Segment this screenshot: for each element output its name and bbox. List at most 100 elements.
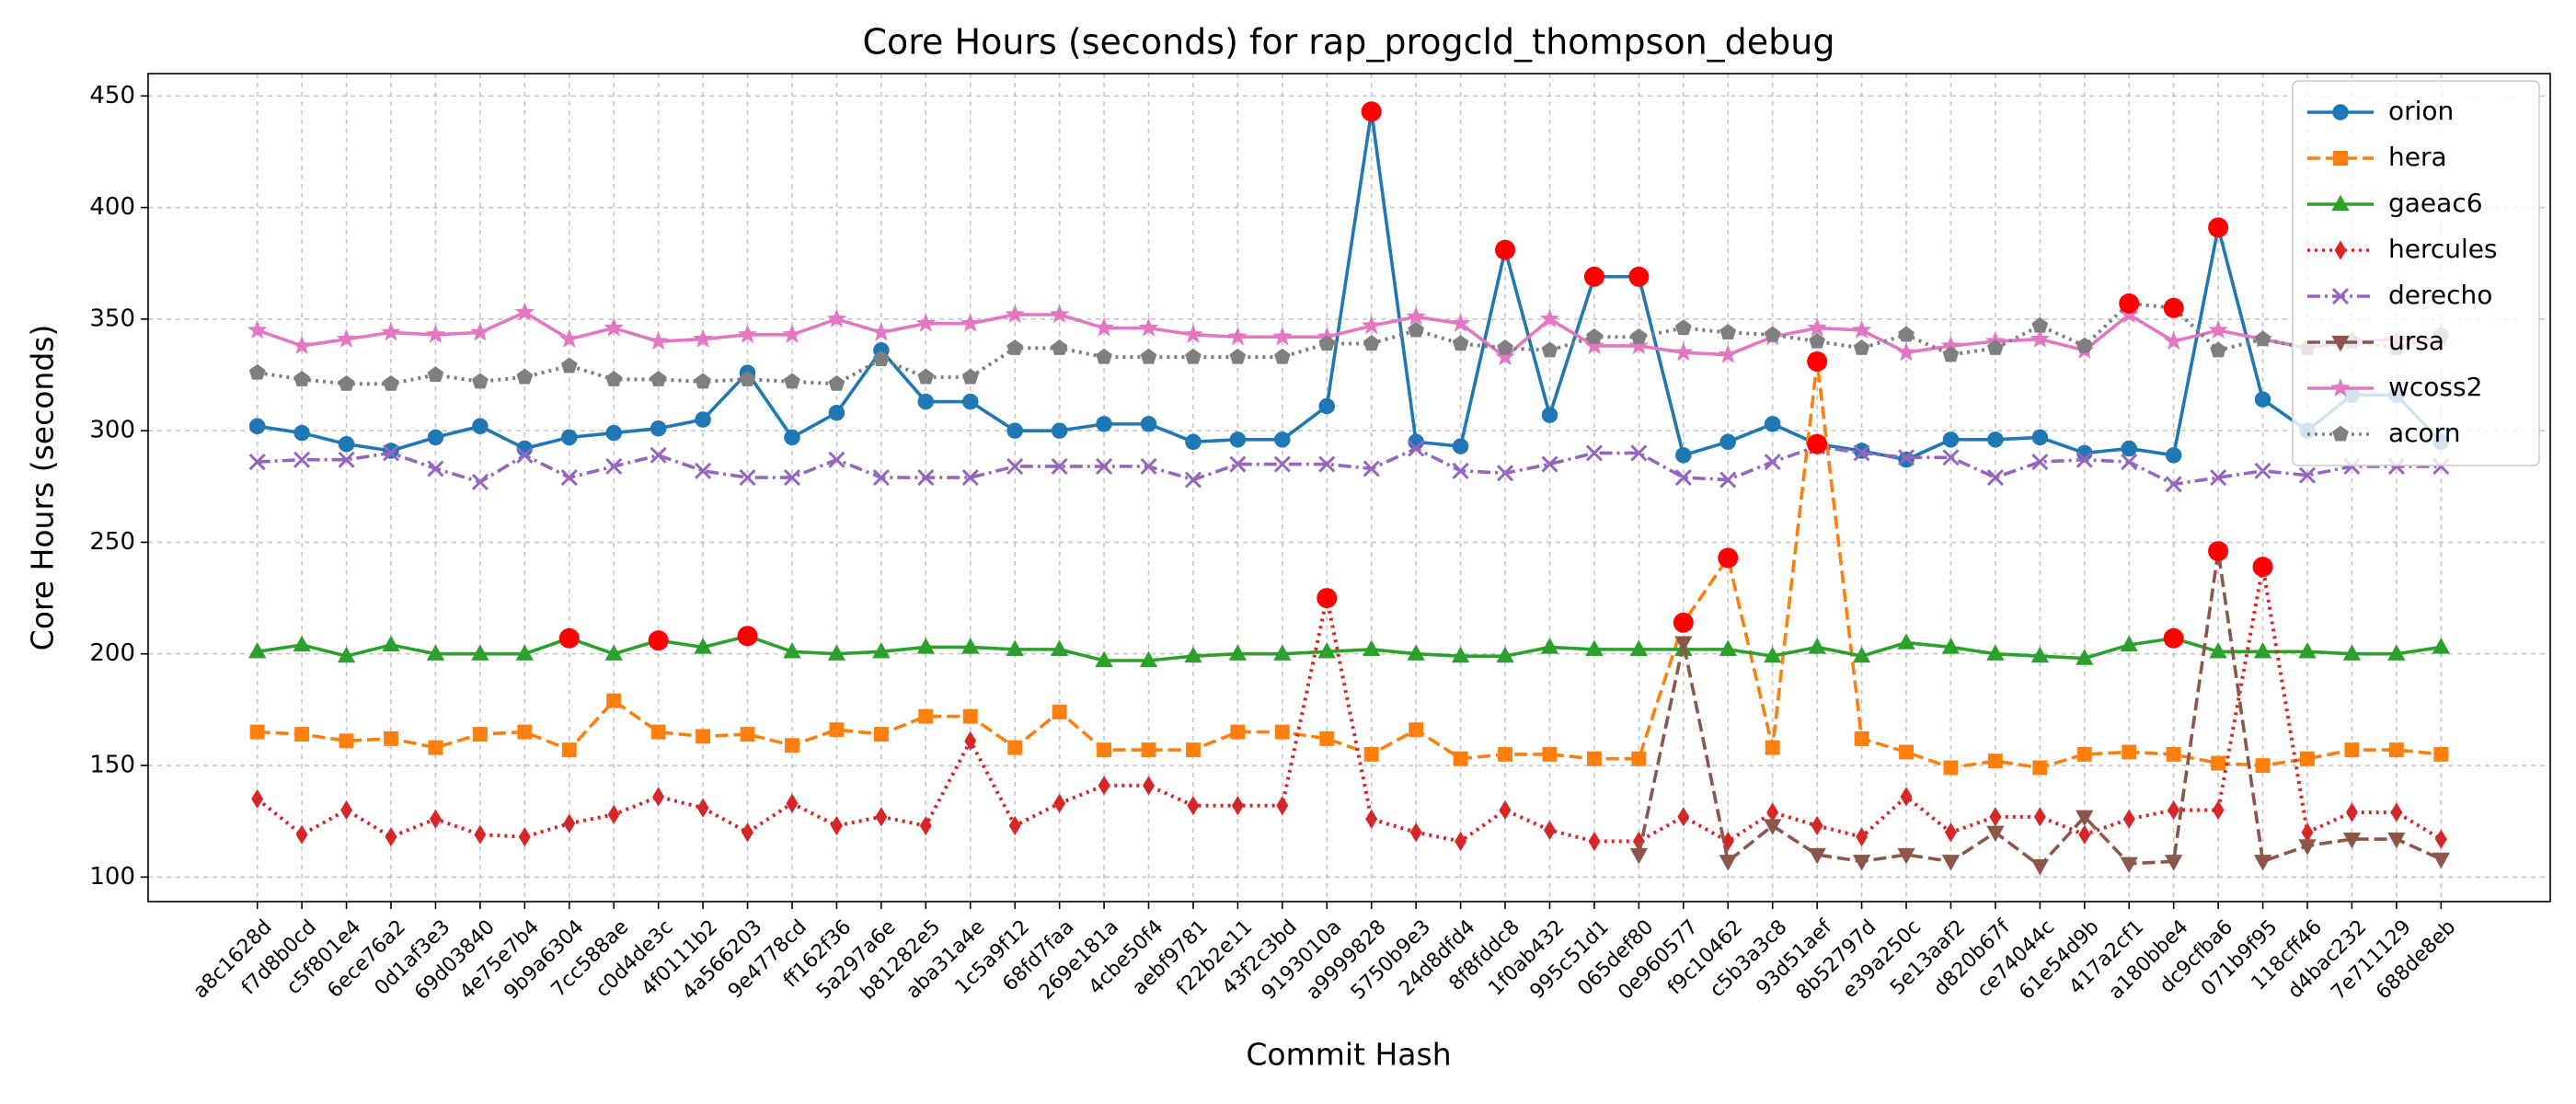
highlight-point [648, 630, 669, 651]
marker [1406, 306, 1426, 326]
marker [427, 460, 444, 477]
marker [1896, 341, 1916, 362]
marker [1852, 646, 1871, 663]
marker [740, 727, 755, 742]
marker [1451, 646, 1470, 663]
marker [1231, 796, 1244, 816]
marker [2254, 462, 2271, 479]
marker [2390, 802, 2403, 822]
marker [2333, 151, 2348, 166]
marker [251, 788, 264, 810]
marker [917, 469, 935, 487]
marker [693, 328, 713, 348]
marker [427, 366, 444, 383]
marker [2163, 330, 2184, 351]
marker [1764, 819, 1782, 835]
marker [1942, 346, 1960, 362]
marker [695, 462, 712, 479]
marker [916, 638, 935, 654]
marker [1319, 730, 1335, 746]
marker [1630, 444, 1648, 462]
marker [1808, 847, 1826, 865]
marker [1006, 457, 1024, 476]
marker [1629, 847, 1649, 865]
marker [381, 322, 401, 341]
marker [1807, 317, 1827, 337]
marker [784, 373, 800, 389]
marker [2208, 319, 2228, 339]
marker [650, 446, 667, 464]
marker [2298, 839, 2317, 856]
marker [2209, 641, 2227, 659]
marker [293, 424, 310, 442]
marker [1719, 639, 1737, 657]
marker [1053, 793, 1066, 813]
highlight-point [1807, 433, 1828, 454]
marker [1318, 397, 1336, 415]
marker [2031, 316, 2049, 333]
marker [1719, 324, 1737, 339]
marker [563, 813, 576, 834]
legend-label: wcoss2 [2388, 372, 2482, 402]
marker [1718, 344, 1739, 363]
marker [2076, 746, 2092, 762]
marker [1854, 730, 1869, 746]
marker [828, 404, 845, 421]
marker [560, 357, 578, 374]
marker [1363, 746, 1379, 762]
marker [1096, 416, 1112, 432]
legend-label: ursa [2388, 326, 2444, 356]
marker [2076, 649, 2094, 665]
marker [1986, 825, 2005, 843]
marker [1318, 455, 1336, 473]
marker [1900, 787, 1913, 807]
marker [1764, 416, 1781, 432]
marker [2078, 824, 2091, 845]
marker [2434, 829, 2447, 849]
marker [2121, 440, 2137, 457]
marker [1229, 455, 1247, 473]
marker [515, 644, 535, 661]
marker [1541, 407, 1558, 423]
marker [1499, 799, 1512, 821]
y-axis-label: Core Hours (seconds) [25, 325, 61, 651]
marker [2119, 304, 2140, 324]
marker [872, 351, 890, 367]
marker [1541, 455, 1558, 473]
highlight-point [2163, 297, 2184, 318]
marker [2345, 802, 2358, 822]
marker [648, 330, 669, 351]
legend-label: acorn [2388, 418, 2460, 448]
marker [472, 418, 489, 435]
legend-label: hercules [2388, 234, 2498, 264]
marker [1049, 304, 1070, 324]
y-tick-label: 350 [89, 305, 135, 332]
marker [1629, 639, 1649, 657]
marker [1897, 633, 1915, 650]
highlight-point [2208, 217, 2229, 238]
marker [1497, 339, 1513, 355]
marker [2076, 810, 2094, 827]
marker [336, 328, 357, 348]
marker [650, 420, 667, 437]
series-line [256, 565, 2443, 844]
marker [1852, 855, 1871, 871]
marker [516, 368, 534, 385]
marker [1228, 644, 1248, 661]
marker [919, 815, 932, 836]
marker [1586, 751, 1602, 766]
series-line [257, 634, 2442, 662]
marker [2210, 469, 2227, 487]
marker [650, 371, 667, 386]
marker [1943, 760, 1959, 776]
marker [1586, 328, 1603, 344]
marker [1006, 422, 1023, 439]
marker [1096, 457, 1113, 476]
marker [871, 322, 891, 341]
chart-title: Core Hours (seconds) for rap_progcld_tho… [862, 22, 1834, 63]
marker [2031, 454, 2049, 471]
marker [1140, 457, 1157, 476]
marker [2076, 337, 2093, 353]
marker [1674, 469, 1692, 487]
y-tick-label: 150 [89, 752, 135, 779]
